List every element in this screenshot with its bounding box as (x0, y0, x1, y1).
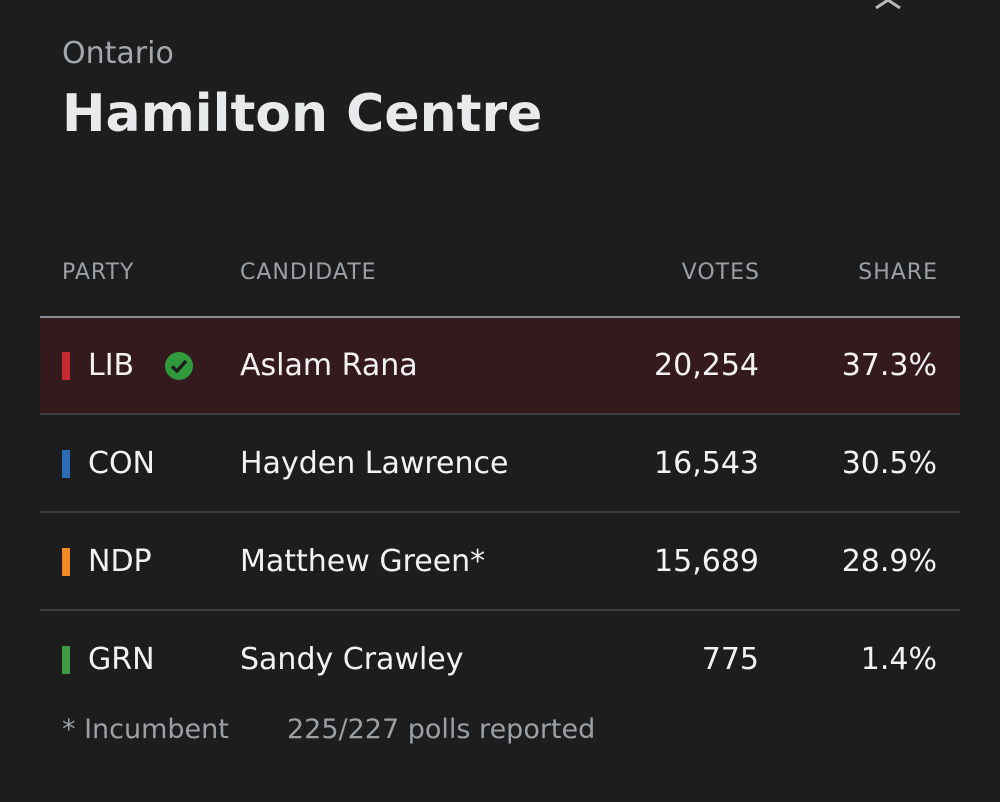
province: Ontario (62, 36, 174, 71)
share: 28.9% (841, 544, 937, 579)
share: 1.4% (860, 642, 937, 677)
party: CON (88, 446, 156, 481)
party: GRN (88, 642, 155, 677)
column-header: CANDIDATE (240, 260, 377, 285)
header-rule (40, 316, 960, 318)
row-divider (40, 413, 960, 415)
party-color (62, 646, 70, 674)
votes: 775 (701, 642, 759, 677)
candidate: Aslam Rana (240, 348, 418, 383)
candidate: Hayden Lawrence (240, 446, 509, 481)
row-divider (40, 511, 960, 513)
party: LIB (88, 348, 135, 383)
riding-title: Hamilton Centre (62, 84, 543, 144)
row-divider (40, 609, 960, 611)
votes: 20,254 (654, 348, 759, 383)
incumbent-note: * Incumbent (62, 714, 229, 745)
share: 37.3% (841, 348, 937, 383)
candidate: Sandy Crawley (240, 642, 464, 677)
party-color (62, 450, 70, 478)
party: NDP (88, 544, 152, 579)
winner-check (164, 351, 194, 381)
party-color (62, 548, 70, 576)
votes: 15,689 (654, 544, 759, 579)
polls-status: 225/227 polls reported (287, 714, 596, 745)
column-header: SHARE (858, 260, 938, 285)
party-color (62, 352, 70, 380)
column-header: VOTES (681, 260, 760, 285)
check-icon (165, 352, 193, 380)
candidate: Matthew Green* (240, 544, 486, 579)
votes: 16,543 (654, 446, 759, 481)
close-button[interactable] (860, 0, 920, 20)
winner-highlight (40, 318, 960, 414)
column-header: PARTY (62, 260, 135, 285)
share: 30.5% (841, 446, 937, 481)
